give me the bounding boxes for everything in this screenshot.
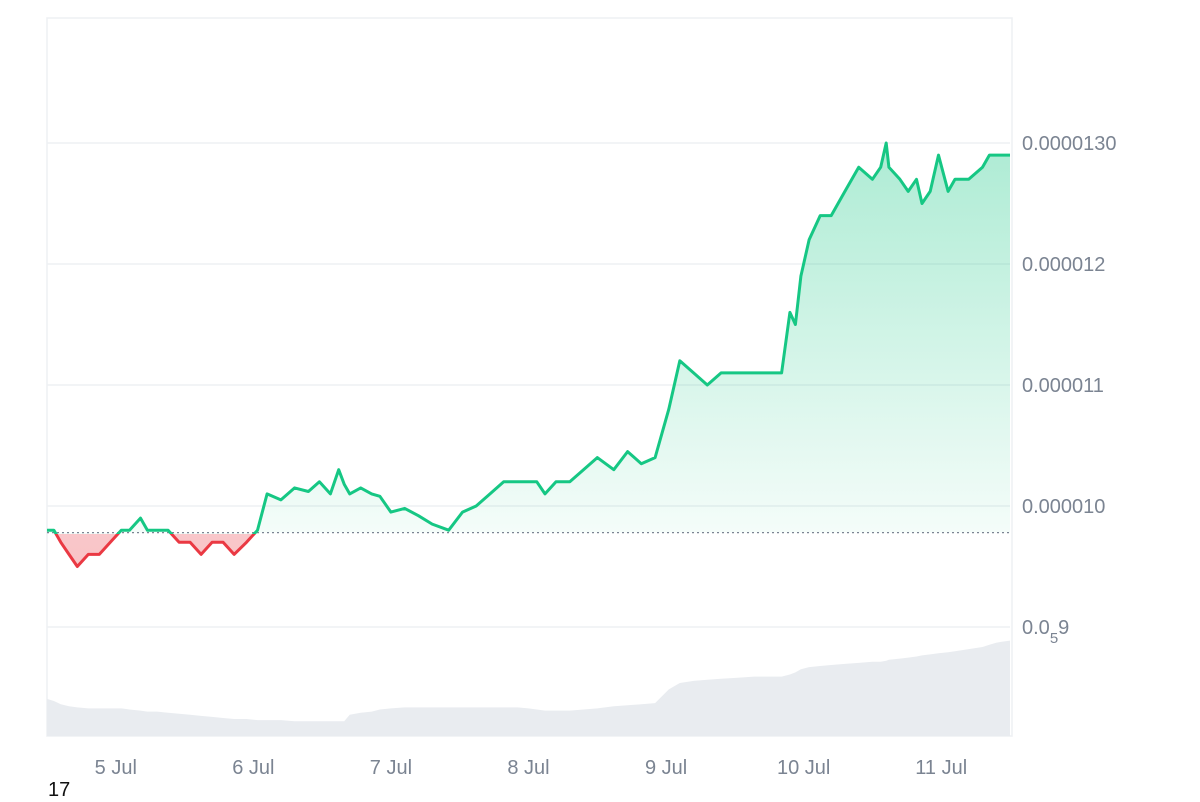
price-fill-above	[47, 143, 1010, 534]
volume-area	[47, 640, 1010, 736]
x-tick-label-6: 11 Jul	[915, 757, 967, 779]
y-tick-label-3: 0.000010	[1022, 496, 1105, 518]
price-fill	[47, 143, 1010, 567]
y-axis-ticks: 0.0000130 0.000012 0.000011 0.000010 0.059	[1022, 133, 1117, 647]
price-line-below	[54, 534, 257, 568]
y-tick-label-0: 0.0000130	[1022, 133, 1117, 155]
price-line	[47, 141, 1010, 568]
price-fill-below	[56, 534, 255, 567]
x-axis-ticks: 5 Jul 6 Jul 7 Jul 8 Jul 9 Jul 10 Jul 11 Jul	[95, 757, 967, 779]
volume-area-path	[47, 640, 1010, 736]
x-tick-label-2: 7 Jul	[370, 757, 412, 779]
y-tick-label-4: 0.059	[1022, 617, 1069, 647]
x-tick-label-5: 10 Jul	[777, 757, 830, 779]
footer-count: 17	[48, 779, 71, 801]
y-tick-label-2: 0.000011	[1022, 375, 1104, 397]
x-tick-label-4: 9 Jul	[645, 757, 687, 779]
x-tick-label-0: 5 Jul	[95, 757, 137, 779]
x-tick-label-3: 8 Jul	[507, 757, 549, 779]
y-tick-label-1: 0.000012	[1022, 254, 1105, 276]
price-line-above	[47, 141, 1010, 534]
x-tick-label-1: 6 Jul	[232, 757, 274, 779]
